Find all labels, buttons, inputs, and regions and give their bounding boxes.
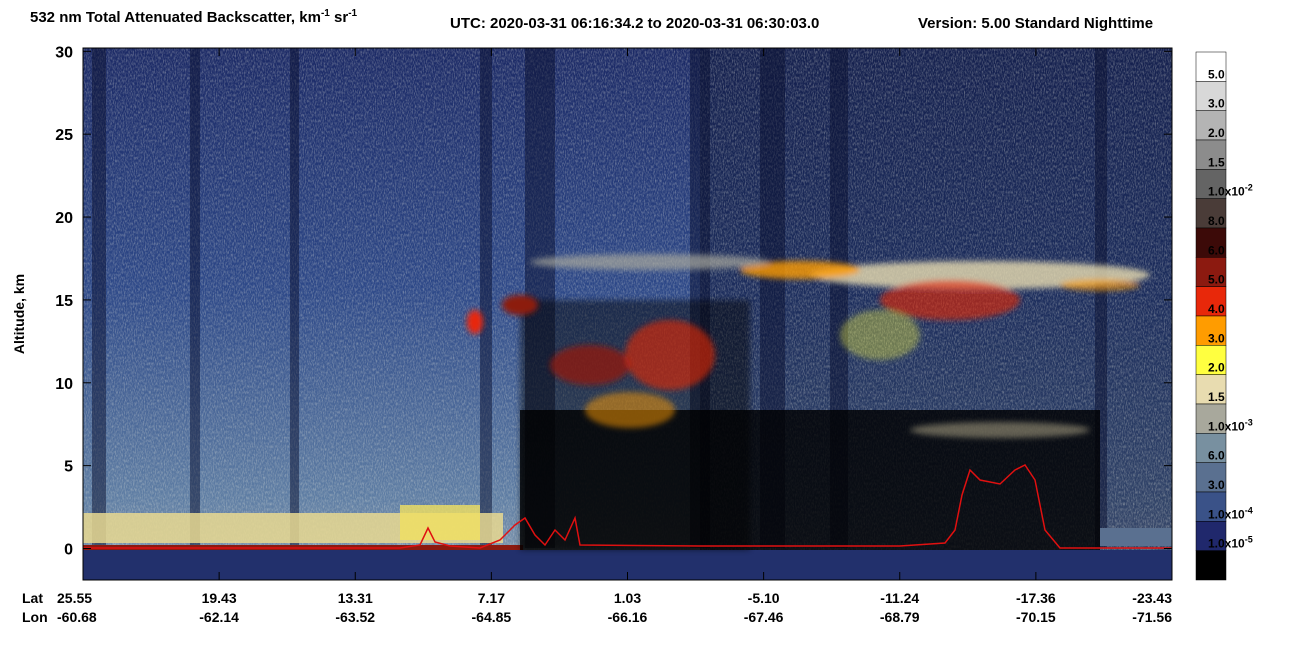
version-info: Version: 5.00 Standard Nighttime	[918, 15, 1153, 32]
colorbar-label-text: 1.5	[1208, 155, 1225, 169]
lon-tick-label: -70.15	[1016, 609, 1056, 625]
colorbar-bin	[1195, 257, 1227, 287]
colorbar-label-text: 8.0	[1208, 214, 1225, 228]
colorbar-label: 2.0	[1208, 126, 1225, 140]
y-tick-label: 0	[64, 542, 73, 559]
lat-tick-label: -5.10	[748, 590, 780, 606]
colorbar-label-text: 1.0x10	[1208, 185, 1245, 199]
colorbar-label-text: 1.0x10	[1208, 537, 1245, 551]
colorbar-label: 3.0	[1208, 97, 1225, 111]
colorbar-label: 5.0	[1208, 67, 1225, 81]
colorbar-label-text: 1.5	[1208, 390, 1225, 404]
y-tick-label: 10	[55, 376, 73, 393]
colorbar-label-text: 5.0	[1208, 273, 1225, 287]
lat-tick-label: 25.55	[57, 590, 92, 606]
colorbar-bin	[1195, 81, 1227, 111]
lat-tick-label: 1.03	[614, 590, 641, 606]
y-tick-label: 25	[55, 127, 73, 144]
lon-tick-label: -66.16	[608, 609, 648, 625]
colorbar-bin	[1195, 169, 1227, 199]
colorbar-bin	[1195, 491, 1227, 522]
colorbar-label-text: 6.0	[1208, 243, 1225, 257]
y-tick-label: 20	[55, 210, 73, 227]
y-tick-label: 5	[64, 459, 73, 476]
lon-tick-label: -63.52	[335, 609, 375, 625]
colorbar-bin	[1195, 198, 1227, 229]
colorbar-label: 6.0	[1208, 449, 1225, 463]
colorbar-label-text: 1.0x10	[1208, 507, 1245, 521]
lat-label: Lat	[22, 590, 43, 606]
lon-label: Lon	[22, 609, 48, 625]
colorbar-label-text: 5.0	[1208, 67, 1225, 81]
colorbar-label: 3.0	[1208, 478, 1225, 492]
colorbar-label-text: 6.0	[1208, 449, 1225, 463]
colorbar-label-text: 2.0	[1208, 361, 1225, 375]
colorbar-bin	[1195, 139, 1227, 170]
colorbar-label-text: 1.0x10	[1208, 419, 1245, 433]
colorbar-label-text: 3.0	[1208, 478, 1225, 492]
colorbar-label: 1.0x10-5	[1208, 535, 1253, 551]
colorbar-label-exponent: -4	[1245, 505, 1253, 515]
colorbar-label: 1.5	[1208, 155, 1225, 169]
colorbar-label: 2.0	[1208, 361, 1225, 375]
lon-tick-label: -71.56	[1132, 609, 1172, 625]
lat-tick-label: 19.43	[202, 590, 237, 606]
colorbar-bin	[1195, 403, 1227, 434]
colorbar-bin	[1195, 462, 1227, 493]
colorbar-label-text: 3.0	[1208, 331, 1225, 345]
lon-tick-label: -60.68	[57, 609, 97, 625]
colorbar-bin	[1195, 227, 1227, 258]
colorbar-label: 6.0	[1208, 243, 1225, 257]
colorbar-bin	[1195, 51, 1227, 82]
chart-title: 532 nm Total Attenuated Backscatter, km-…	[30, 8, 358, 26]
colorbar-label: 8.0	[1208, 214, 1225, 228]
lon-tick-label: -68.79	[880, 609, 920, 625]
colorbar-label-exponent: -2	[1245, 183, 1253, 193]
colorbar-label: 1.5	[1208, 390, 1225, 404]
lat-tick-label: -23.43	[1132, 590, 1172, 606]
colorbar-label: 1.0x10-4	[1208, 505, 1253, 521]
colorbar-bin	[1195, 550, 1227, 581]
colorbar-bin	[1195, 315, 1227, 346]
lon-tick-label: -67.46	[744, 609, 784, 625]
colorbar-bin	[1195, 345, 1227, 375]
lat-tick-label: 7.17	[478, 590, 505, 606]
colorbar-bin	[1195, 433, 1227, 463]
colorbar-label: 1.0x10-3	[1208, 417, 1253, 433]
backscatter-image	[83, 48, 1172, 580]
colorbar-label: 4.0	[1208, 302, 1225, 316]
y-axis-label: Altitude, km	[11, 274, 27, 354]
y-tick-label: 15	[55, 293, 73, 310]
colorbar-label: 3.0	[1208, 331, 1225, 345]
colorbar-label: 1.0x10-2	[1208, 183, 1253, 199]
colorbar-label-exponent: -5	[1245, 535, 1253, 545]
colorbar-label-text: 4.0	[1208, 302, 1225, 316]
colorbar-label-text: 2.0	[1208, 126, 1225, 140]
utc-range: UTC: 2020-03-31 06:16:34.2 to 2020-03-31…	[450, 15, 819, 32]
colorbar-label-exponent: -3	[1245, 417, 1253, 427]
colorbar-label: 5.0	[1208, 273, 1225, 287]
lat-tick-label: -17.36	[1016, 590, 1056, 606]
lat-tick-label: -11.24	[880, 590, 919, 606]
colorbar-label-text: 3.0	[1208, 97, 1225, 111]
lon-tick-label: -62.14	[199, 609, 239, 625]
colorbar-bin	[1195, 521, 1227, 551]
lon-tick-label: -64.85	[472, 609, 512, 625]
lat-tick-label: 13.31	[338, 590, 373, 606]
y-tick-label: 30	[55, 44, 73, 61]
